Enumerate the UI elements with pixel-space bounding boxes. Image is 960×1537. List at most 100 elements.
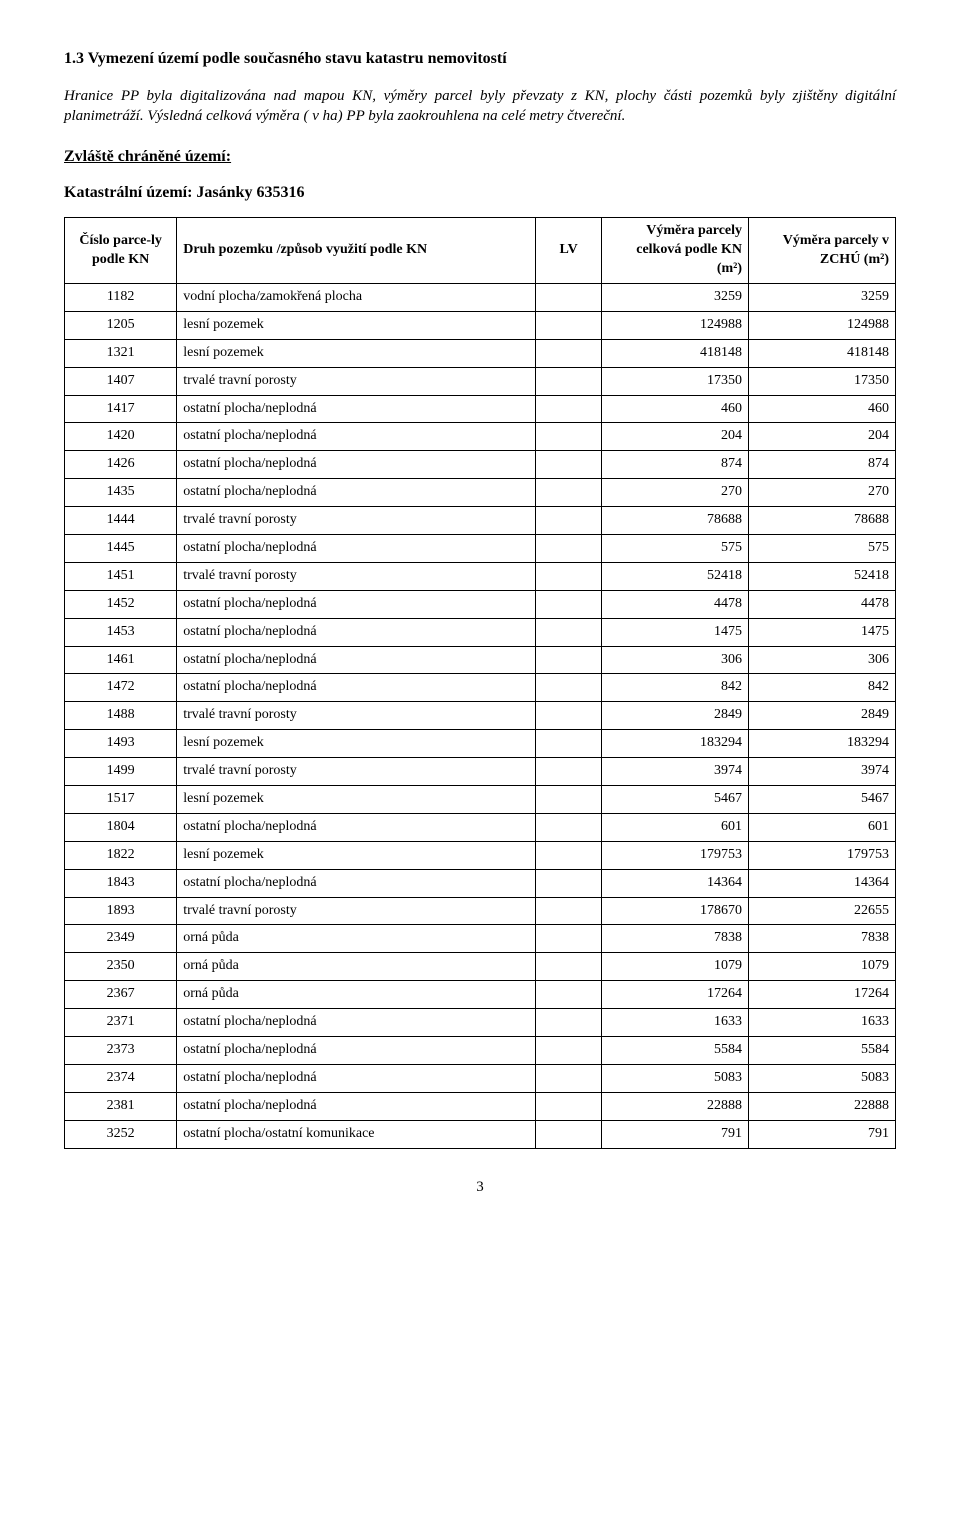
table-cell bbox=[536, 339, 602, 367]
table-cell: trvalé travní porosty bbox=[177, 562, 536, 590]
table-cell: 842 bbox=[602, 674, 749, 702]
table-cell: 1426 bbox=[65, 451, 177, 479]
table-row: 1453ostatní plocha/neplodná14751475 bbox=[65, 618, 896, 646]
table-cell: 7838 bbox=[749, 925, 896, 953]
table-cell bbox=[536, 283, 602, 311]
table-cell: 1493 bbox=[65, 730, 177, 758]
table-cell: 1461 bbox=[65, 646, 177, 674]
table-cell: 2849 bbox=[749, 702, 896, 730]
table-cell: 4478 bbox=[602, 590, 749, 618]
table-cell: lesní pozemek bbox=[177, 785, 536, 813]
table-cell: 2374 bbox=[65, 1064, 177, 1092]
table-cell: ostatní plocha/neplodná bbox=[177, 1064, 536, 1092]
table-row: 1804ostatní plocha/neplodná601601 bbox=[65, 813, 896, 841]
table-cell: 1445 bbox=[65, 534, 177, 562]
table-cell: ostatní plocha/neplodná bbox=[177, 1092, 536, 1120]
table-cell: 1822 bbox=[65, 841, 177, 869]
table-cell: ostatní plocha/neplodná bbox=[177, 869, 536, 897]
zone-label: Zvláště chráněné území: bbox=[64, 146, 896, 168]
table-cell: 17350 bbox=[602, 367, 749, 395]
table-row: 1493lesní pozemek 183294183294 bbox=[65, 730, 896, 758]
table-row: 2349orná půda78387838 bbox=[65, 925, 896, 953]
table-cell: 2371 bbox=[65, 1009, 177, 1037]
table-cell: 1452 bbox=[65, 590, 177, 618]
table-cell: 3259 bbox=[749, 283, 896, 311]
table-cell: ostatní plocha/neplodná bbox=[177, 534, 536, 562]
table-cell bbox=[536, 311, 602, 339]
table-cell bbox=[536, 953, 602, 981]
table-cell: 183294 bbox=[602, 730, 749, 758]
table-cell: 179753 bbox=[749, 841, 896, 869]
table-cell: ostatní plocha/neplodná bbox=[177, 451, 536, 479]
table-cell: ostatní plocha/neplodná bbox=[177, 646, 536, 674]
table-row: 1407trvalé travní porosty1735017350 bbox=[65, 367, 896, 395]
table-cell: ostatní plocha/ostatní komunikace bbox=[177, 1120, 536, 1148]
table-cell: 4478 bbox=[749, 590, 896, 618]
table-cell: 179753 bbox=[602, 841, 749, 869]
table-cell: 124988 bbox=[749, 311, 896, 339]
table-row: 1451trvalé travní porosty5241852418 bbox=[65, 562, 896, 590]
table-cell: trvalé travní porosty bbox=[177, 702, 536, 730]
table-row: 2371ostatní plocha/neplodná16331633 bbox=[65, 1009, 896, 1037]
table-cell: 1633 bbox=[749, 1009, 896, 1037]
table-cell: 1407 bbox=[65, 367, 177, 395]
table-cell: lesní pozemek bbox=[177, 730, 536, 758]
table-cell: 78688 bbox=[749, 507, 896, 535]
table-cell: lesní pozemek bbox=[177, 841, 536, 869]
table-cell bbox=[536, 869, 602, 897]
table-cell: 418148 bbox=[749, 339, 896, 367]
table-cell: 2349 bbox=[65, 925, 177, 953]
table-cell: orná půda bbox=[177, 981, 536, 1009]
parcel-table: Číslo parce-ly podle KN Druh pozemku /zp… bbox=[64, 217, 896, 1148]
table-row: 1445ostatní plocha/neplodná575575 bbox=[65, 534, 896, 562]
table-cell: vodní plocha/zamokřená plocha bbox=[177, 283, 536, 311]
table-cell: 1079 bbox=[602, 953, 749, 981]
table-cell: 14364 bbox=[749, 869, 896, 897]
table-cell: 270 bbox=[749, 479, 896, 507]
col-header-lv: LV bbox=[536, 218, 602, 284]
table-cell bbox=[536, 702, 602, 730]
table-row: 1205lesní pozemek124988124988 bbox=[65, 311, 896, 339]
table-cell: ostatní plocha/neplodná bbox=[177, 618, 536, 646]
table-cell: 5584 bbox=[749, 1037, 896, 1065]
table-cell: 204 bbox=[602, 423, 749, 451]
table-cell: 418148 bbox=[602, 339, 749, 367]
table-cell bbox=[536, 981, 602, 1009]
table-cell: trvalé travní porosty bbox=[177, 367, 536, 395]
table-cell: 22655 bbox=[749, 897, 896, 925]
table-cell: 1420 bbox=[65, 423, 177, 451]
table-cell: trvalé travní porosty bbox=[177, 507, 536, 535]
table-header-row: Číslo parce-ly podle KN Druh pozemku /zp… bbox=[65, 218, 896, 284]
table-row: 1488trvalé travní porosty28492849 bbox=[65, 702, 896, 730]
table-row: 1417ostatní plocha/neplodná460460 bbox=[65, 395, 896, 423]
table-row: 1472ostatní plocha/neplodná842842 bbox=[65, 674, 896, 702]
table-cell: 124988 bbox=[602, 311, 749, 339]
table-cell: 22888 bbox=[749, 1092, 896, 1120]
table-cell bbox=[536, 1064, 602, 1092]
table-cell bbox=[536, 925, 602, 953]
table-cell: 575 bbox=[602, 534, 749, 562]
table-row: 1893trvalé travní porosty17867022655 bbox=[65, 897, 896, 925]
table-cell: 270 bbox=[602, 479, 749, 507]
table-cell: 2373 bbox=[65, 1037, 177, 1065]
table-cell: 460 bbox=[602, 395, 749, 423]
table-row: 1426ostatní plocha/neplodná874874 bbox=[65, 451, 896, 479]
table-cell: 1451 bbox=[65, 562, 177, 590]
table-cell: 3974 bbox=[602, 758, 749, 786]
table-cell bbox=[536, 1120, 602, 1148]
table-cell: 78688 bbox=[602, 507, 749, 535]
table-cell: 3259 bbox=[602, 283, 749, 311]
table-cell: 874 bbox=[749, 451, 896, 479]
table-cell: 1475 bbox=[749, 618, 896, 646]
table-row: 1182vodní plocha/zamokřená plocha3259325… bbox=[65, 283, 896, 311]
table-cell: ostatní plocha/neplodná bbox=[177, 395, 536, 423]
table-cell: 2849 bbox=[602, 702, 749, 730]
table-cell: 1435 bbox=[65, 479, 177, 507]
table-cell: 1321 bbox=[65, 339, 177, 367]
table-cell bbox=[536, 590, 602, 618]
table-cell: 1475 bbox=[602, 618, 749, 646]
col-header-area-zchu: Výměra parcely v ZCHÚ (m²) bbox=[749, 218, 896, 284]
table-cell: 178670 bbox=[602, 897, 749, 925]
table-cell: 183294 bbox=[749, 730, 896, 758]
table-cell: 52418 bbox=[749, 562, 896, 590]
